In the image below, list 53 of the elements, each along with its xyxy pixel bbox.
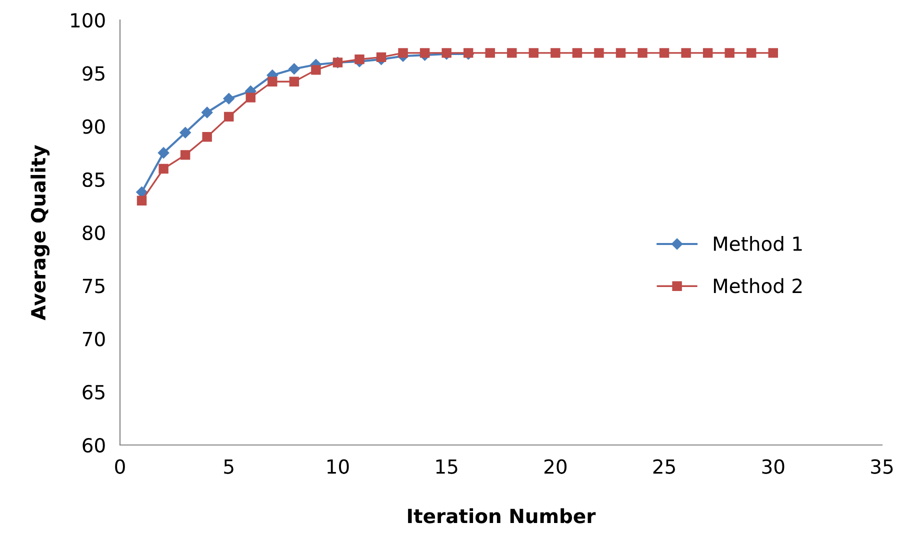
- y-tick-label: 65: [82, 384, 104, 400]
- point: [158, 147, 170, 158]
- y-tick-label: 75: [82, 278, 104, 294]
- y-tick-label: 85: [82, 172, 104, 188]
- x-tick-label: 35: [871, 459, 893, 474]
- point: [572, 48, 582, 58]
- point: [246, 92, 256, 102]
- point: [768, 48, 778, 58]
- y-tick-label: 90: [82, 119, 105, 134]
- legend-label: Method 1: [714, 236, 802, 252]
- y-tick-label: 100: [71, 12, 105, 28]
- point: [201, 106, 213, 118]
- point: [594, 48, 604, 58]
- x-tick-label: 10: [327, 459, 349, 474]
- point: [659, 48, 670, 58]
- y-tick-label: 70: [82, 332, 105, 346]
- x-tick-label: 20: [544, 459, 567, 474]
- point: [724, 48, 734, 58]
- point: [354, 54, 364, 64]
- point: [376, 52, 386, 62]
- legend-label: Method 2: [714, 278, 802, 294]
- point: [550, 48, 560, 58]
- y-axis-title: Average Quality: [30, 145, 50, 320]
- point: [746, 48, 756, 58]
- x-tick-label: 5: [224, 459, 234, 474]
- x-tick-label: 30: [762, 459, 784, 474]
- y-tick-label: 60: [82, 438, 105, 453]
- point: [638, 48, 648, 58]
- point: [136, 196, 147, 206]
- point: [288, 63, 300, 74]
- x-axis-title: Iteration Number: [408, 508, 596, 524]
- point: [311, 65, 321, 75]
- point: [180, 150, 190, 160]
- x-tick-label: 0: [115, 459, 125, 474]
- point: [681, 48, 691, 58]
- point: [420, 48, 430, 58]
- point: [158, 164, 168, 174]
- x-tick-label: 15: [436, 459, 458, 474]
- point: [224, 112, 234, 122]
- point: [398, 48, 408, 58]
- y-tick-label: 95: [82, 66, 104, 81]
- point: [268, 76, 278, 86]
- point: [702, 48, 713, 58]
- point: [289, 76, 300, 86]
- point: [485, 48, 495, 58]
- point: [223, 93, 234, 104]
- point: [528, 48, 539, 58]
- point: [507, 48, 517, 58]
- point: [616, 48, 626, 58]
- y-tick-label: 80: [82, 225, 105, 240]
- point: [180, 127, 191, 138]
- point: [202, 132, 212, 142]
- x-tick-label: 25: [653, 459, 675, 474]
